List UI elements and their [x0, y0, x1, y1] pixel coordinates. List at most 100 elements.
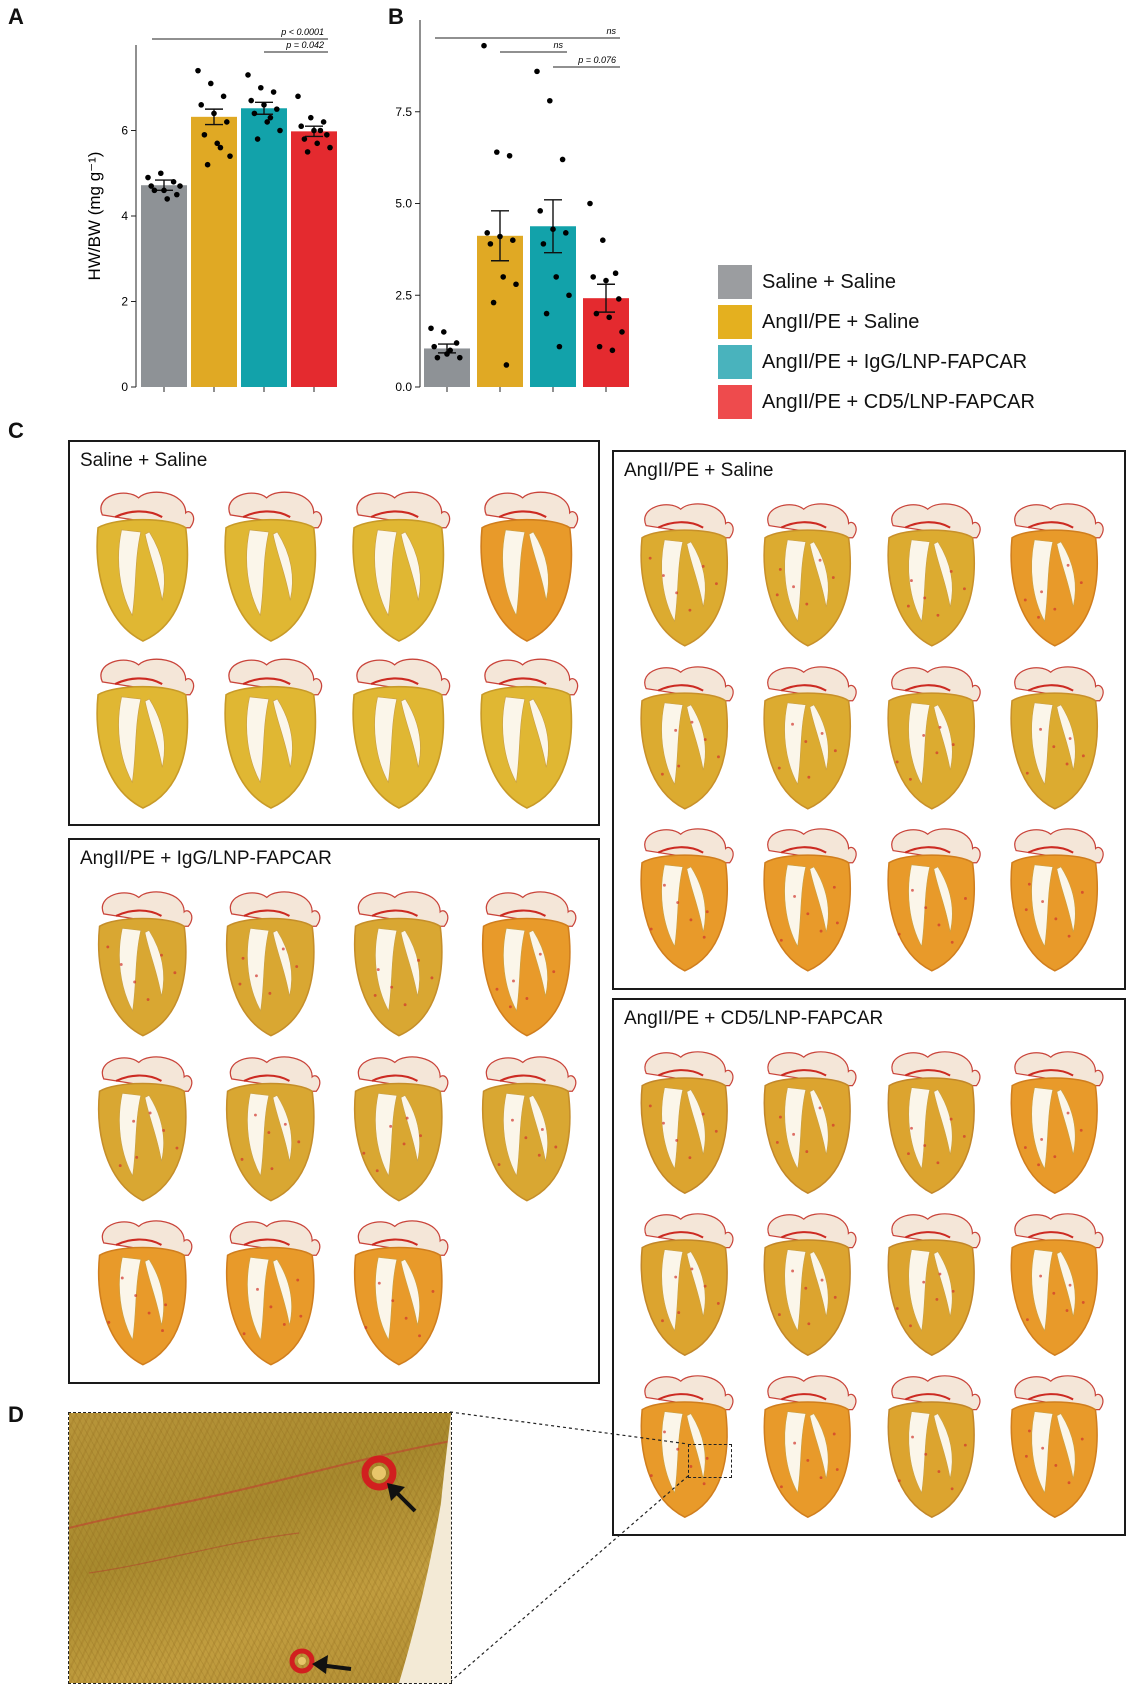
group-angii-igg: AngII/PE + IgG/LNP-FAPCAR: [68, 838, 600, 1384]
heart-section-image: [96, 491, 195, 643]
fibrosis-spot: [1066, 1308, 1069, 1312]
fibrosis-spot: [1069, 1283, 1072, 1287]
fibrosis-spot: [1066, 762, 1069, 765]
legend-item-cd5: AngII/PE + CD5/LNP-FAPCAR: [718, 382, 1035, 422]
legend-swatch: [718, 385, 752, 419]
y-tick-label: 4: [121, 209, 128, 223]
heart-section-image: [640, 665, 734, 810]
atria: [767, 828, 858, 864]
fibrosis-spot: [792, 585, 796, 589]
fibrosis-spot: [362, 1151, 366, 1155]
fibrosis-spot: [805, 602, 809, 606]
rv-lumen: [1056, 1251, 1076, 1317]
vessel-fibrosis: [1028, 1068, 1075, 1077]
data-point: [606, 314, 612, 321]
lv-lumen: [661, 864, 684, 948]
heart-section-image: [887, 1375, 981, 1518]
panel-letter-c: C: [8, 418, 24, 443]
fibrosis-spot: [256, 1288, 260, 1292]
fibrosis-spot: [284, 1122, 287, 1126]
atria: [101, 1220, 193, 1257]
legend-label: AngII/PE + CD5/LNP-FAPCAR: [762, 390, 1035, 413]
data-point: [434, 354, 441, 361]
heart-section: [874, 660, 988, 813]
legend-item-igg: AngII/PE + IgG/LNP-FAPCAR: [718, 342, 1035, 382]
vessel-fibrosis: [657, 846, 704, 854]
fibrosis-spot: [242, 1332, 246, 1336]
data-point: [503, 362, 510, 368]
ventricle: [1011, 1077, 1099, 1194]
fibrosis-spot: [805, 1150, 809, 1153]
fibrosis-spot: [936, 613, 940, 617]
lv-lumen: [908, 702, 931, 785]
lv-lumen: [119, 927, 142, 1012]
fibrosis-spot: [804, 1286, 808, 1290]
atria: [357, 1220, 449, 1257]
heart-section-image: [1010, 828, 1105, 972]
atria: [229, 1055, 321, 1092]
fibrosis-spot: [430, 976, 434, 980]
ventricle: [354, 917, 443, 1037]
lv-lumen: [503, 1092, 526, 1177]
data-point: [274, 106, 280, 112]
vessel-fibrosis: [1028, 1230, 1075, 1239]
fibrosis-spot: [701, 564, 705, 568]
fibrosis-spot: [1052, 744, 1056, 748]
vessel-fibrosis: [243, 909, 291, 917]
fibrosis-spot: [820, 929, 823, 933]
fibrosis-spot: [833, 1432, 837, 1436]
vessel-fibrosis: [370, 677, 419, 686]
data-point: [490, 299, 497, 306]
ventricle: [480, 519, 573, 643]
fibrosis-spot: [908, 777, 912, 781]
data-point: [457, 354, 463, 361]
heart-section-image: [640, 503, 734, 647]
fibrosis-spot: [649, 927, 653, 931]
data-point: [245, 72, 251, 78]
rv-lumen: [686, 1089, 706, 1155]
atria: [891, 503, 981, 539]
ventricle: [763, 529, 852, 647]
heart-section: [750, 1369, 864, 1521]
ventricle: [887, 854, 975, 972]
fibrosis-spot: [906, 604, 910, 608]
fibrosis-spot: [554, 1145, 558, 1149]
rv-lumen: [933, 866, 953, 933]
vessel-fibrosis: [781, 1068, 828, 1077]
lv-lumen: [908, 1411, 931, 1494]
bar: [191, 116, 237, 387]
ventricle: [1010, 691, 1099, 810]
data-point: [447, 347, 453, 354]
fibrosis-spot: [662, 1121, 665, 1125]
heart-section-image: [763, 828, 858, 972]
vessel-fibrosis: [1028, 683, 1075, 692]
heart-section: [997, 1369, 1111, 1521]
fibrosis-spot: [147, 1311, 151, 1315]
ventricle: [640, 529, 728, 647]
lv-lumen: [502, 696, 526, 784]
fibrosis-spot: [674, 728, 678, 732]
fibrosis-spot: [255, 974, 259, 978]
arrow-icon: [312, 1655, 352, 1674]
panel-letter-b: B: [388, 4, 404, 29]
data-point: [158, 170, 164, 177]
data-point: [277, 127, 283, 134]
heart-section-image: [226, 891, 321, 1037]
fibrosis-spot: [690, 1267, 694, 1271]
vessel-fibrosis: [1028, 521, 1075, 529]
fibrosis-spot: [1039, 727, 1043, 731]
rv-lumen: [144, 698, 165, 768]
rv-lumen: [809, 1413, 829, 1479]
group-angii-cd5: AngII/PE + CD5/LNP-FAPCAR: [612, 998, 1126, 1536]
atria: [767, 1051, 857, 1087]
fibrosis-spot: [924, 1452, 928, 1456]
fibrosis-spot: [162, 1128, 166, 1132]
comparison-label: p = 0.042: [285, 40, 324, 50]
heart-section: [627, 660, 741, 813]
fibrosis-spot: [688, 1156, 692, 1159]
legend-swatch: [718, 345, 752, 379]
heart-section: [83, 885, 201, 1040]
rv-lumen: [272, 531, 293, 601]
heart-section-image: [640, 1051, 734, 1194]
